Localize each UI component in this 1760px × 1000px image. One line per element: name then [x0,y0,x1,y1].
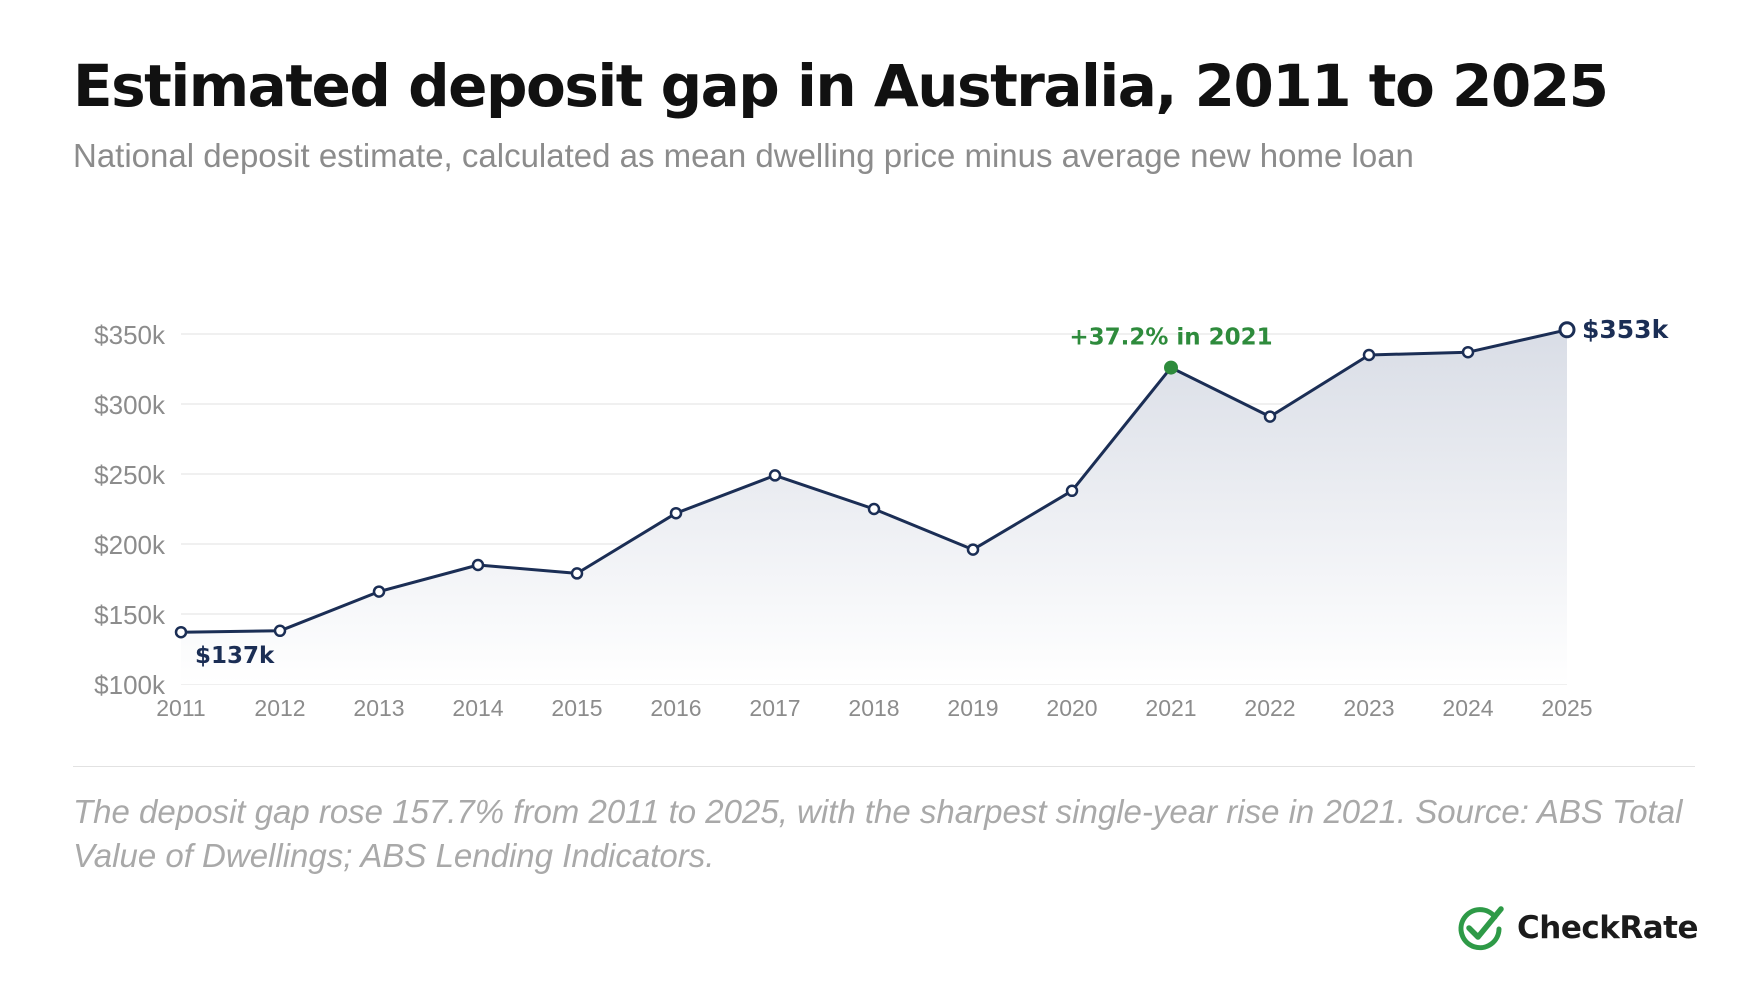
y-tick-label: $150k [94,600,166,630]
annotation-label: $137k [195,643,275,669]
data-point [471,558,485,572]
x-tick-label: 2021 [1145,695,1196,721]
divider [73,766,1695,767]
x-axis-labels: 2011 2012 2013 2014 2015 2016 2017 2018 2019 2020… [156,695,1592,721]
x-tick-label: 2018 [848,695,899,721]
x-tick-label: 2022 [1244,695,1295,721]
x-tick-label: 2023 [1343,695,1394,721]
y-tick-label: $250k [94,460,166,490]
y-tick-label: $350k [94,320,166,350]
y-tick-label: $300k [94,390,166,420]
x-tick-label: 2016 [650,695,701,721]
data-point [174,625,188,639]
data-points [174,321,1576,639]
chart-caption: The deposit gap rose 157.7% from 2011 to… [73,793,1683,874]
data-point [570,567,584,580]
chart-title: Estimated deposit gap in Australia, 2011… [73,52,1609,120]
area-path [181,329,1567,684]
data-point [768,469,782,482]
x-tick-label: 2017 [749,695,800,721]
data-point [273,624,287,638]
x-tick-label: 2025 [1541,695,1592,721]
area-fill [181,329,1567,684]
x-tick-label: 2020 [1046,695,1097,721]
x-tick-label: 2019 [947,695,998,721]
x-tick-label: 2013 [353,695,404,721]
data-point [867,502,881,516]
chart-subtitle: National deposit estimate, calculated as… [73,137,1414,174]
data-point [1263,410,1277,423]
annotation-label: $353k [1582,315,1670,344]
data-point [1558,321,1576,339]
check-circle-icon [1455,903,1505,953]
data-point-highlight [1164,360,1178,375]
x-tick-label: 2024 [1442,695,1493,721]
brand-name: CheckRate [1517,910,1698,946]
x-tick-label: 2014 [452,695,503,721]
y-axis-labels: $100k $150k $200k $250k $300k $350k [94,320,166,700]
data-point [1065,484,1079,498]
x-tick-label: 2011 [156,695,205,721]
y-tick-label: $100k [94,670,166,700]
data-point [1461,345,1475,359]
x-tick-label: 2015 [551,695,602,721]
annotations: $137k +37.2% in 2021 $353k [195,315,1670,669]
y-tick-label: $200k [94,530,166,560]
annotation-label: +37.2% in 2021 [1069,325,1272,351]
data-point [372,585,386,598]
brand-logo: CheckRate [1455,903,1698,953]
data-point [669,506,683,520]
x-tick-label: 2012 [254,695,305,721]
data-point [1362,348,1376,362]
data-point [966,543,980,556]
deposit-gap-chart: $100k$150k$200k$250k$300k$350k 2011 2012 2… [94,315,1670,721]
